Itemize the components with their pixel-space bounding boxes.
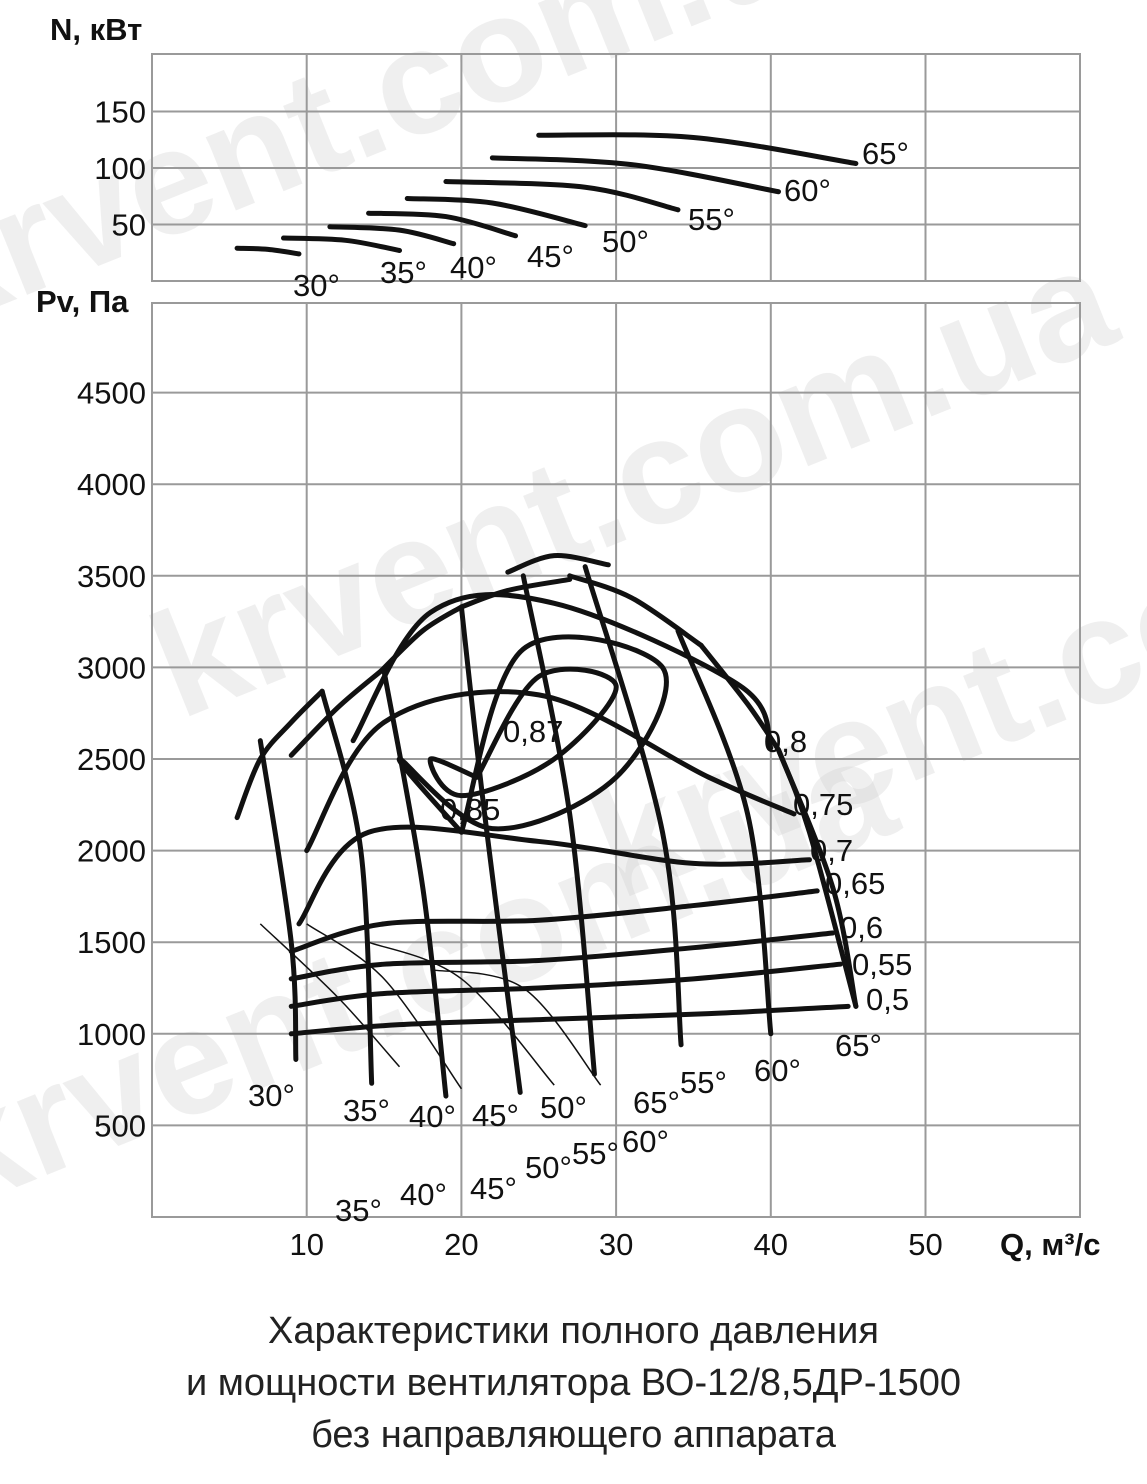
efficiency-contour-0-65	[288, 888, 820, 954]
pressure-operating-line	[520, 573, 597, 1077]
power-grid	[151, 53, 1081, 282]
efficiency-label: 0,87	[503, 714, 563, 749]
pressure-operating-line	[257, 738, 299, 1062]
angle-label: 40°	[409, 1099, 456, 1134]
pressure-angle-curve-35deg	[288, 668, 384, 758]
angle-leader-label: 40°	[400, 1177, 447, 1212]
x-tick-label: 10	[289, 1227, 323, 1262]
x-tick-label: 50	[908, 1227, 942, 1262]
efficiency-label: 0,65	[825, 866, 885, 901]
angle-label: 55°	[680, 1065, 727, 1100]
power-curves	[234, 132, 859, 257]
power-curve-45deg	[366, 210, 519, 239]
leader-line	[306, 923, 463, 1090]
power-curve-label: 50°	[602, 224, 649, 259]
efficiency-label: 0,6	[840, 910, 883, 945]
power-curve-label: 60°	[784, 173, 831, 208]
angle-label: 45°	[472, 1098, 519, 1133]
efficiency-contour-0-8	[350, 592, 774, 751]
pressure-tick-label: 500	[94, 1108, 146, 1143]
pressure-tick-label: 4000	[77, 467, 146, 502]
pressure-operating-line	[458, 604, 523, 1095]
angle-label: 65°	[835, 1028, 882, 1063]
x-axis-title: Q, м³/с	[1000, 1227, 1100, 1262]
power-curve-label: 40°	[450, 250, 497, 285]
efficiency-label: 0,5	[866, 982, 909, 1017]
power-curve-55deg	[443, 179, 681, 213]
efficiency-contour-0-87	[427, 666, 619, 799]
angle-label: 35°	[343, 1093, 390, 1128]
power-curve-35deg	[280, 235, 403, 253]
angle-label: 60°	[754, 1053, 801, 1088]
power-curve-label: 30°	[293, 268, 340, 303]
x-tick-label: 20	[444, 1227, 478, 1262]
power-axis-title: N, кВт	[50, 12, 142, 47]
caption-line-2: и мощности вентилятора ВО-12/8,5ДР-1500	[185, 1362, 962, 1404]
power-curve-label: 65°	[862, 136, 909, 171]
pressure-tick-label: 1000	[77, 1017, 146, 1052]
pressure-operating-line	[582, 564, 684, 1048]
angle-label: 50°	[540, 1090, 587, 1125]
power-curve-label: 45°	[527, 239, 574, 274]
pressure-operating-line	[776, 747, 859, 1009]
power-curve-label: 35°	[380, 255, 427, 290]
power-tick-label: 100	[94, 151, 146, 186]
power-curve-65deg	[536, 132, 859, 166]
caption-line-3: без направляющего аппарата	[311, 1414, 836, 1456]
efficiency-label: 0,75	[793, 787, 853, 822]
leader-line	[368, 941, 555, 1086]
efficiency-contour-0-55	[288, 961, 843, 1009]
power-curve-50deg	[404, 196, 588, 229]
angle-leader-label: 55°	[572, 1136, 619, 1171]
chart-caption: Характеристики полного давления и мощнос…	[0, 1305, 1147, 1461]
power-tick-label: 150	[94, 95, 146, 130]
pressure-tick-label: 4500	[77, 376, 146, 411]
angle-leader-label: 50°	[525, 1150, 572, 1185]
caption-line-1: Характеристики полного давления	[268, 1310, 879, 1352]
pressure-tick-label: 3500	[77, 559, 146, 594]
power-curve-label: 55°	[688, 202, 735, 237]
pressure-tick-label: 1500	[77, 925, 146, 960]
pressure-operating-line	[381, 668, 449, 1099]
angle-label: 65°	[633, 1085, 680, 1120]
angle-label: 30°	[248, 1078, 295, 1113]
efficiency-label: 0,55	[852, 947, 912, 982]
leader-line	[430, 968, 602, 1086]
power-curve-30deg	[234, 245, 302, 257]
efficiency-label: 0,8	[764, 724, 807, 759]
pressure-angle-curve-45deg	[458, 576, 573, 610]
angle-leader-label: 60°	[622, 1124, 669, 1159]
pressure-axis-title: Pv, Па	[36, 284, 129, 319]
leader-line	[259, 923, 401, 1068]
efficiency-label: 0,85	[440, 792, 500, 827]
efficiency-contour-0-7	[296, 824, 812, 927]
pressure-angle-curve-60deg	[698, 642, 782, 753]
efficiency-label: 0,7	[810, 833, 853, 868]
pressure-curves	[234, 553, 859, 1099]
angle-leader-label: 35°	[335, 1193, 382, 1228]
pressure-tick-label: 2500	[77, 742, 146, 777]
efficiency-contour-0-6	[288, 930, 836, 982]
pressure-tick-label: 3000	[77, 650, 146, 685]
pressure-angle-curve-55deg	[567, 573, 704, 648]
angle-leader-label: 45°	[470, 1171, 517, 1206]
chart-labels: N, кВт Pv, Па Q, м³/с 50 100 150 500 1000 1500 20…	[36, 12, 1100, 1262]
efficiency-contour-0-75	[304, 689, 797, 854]
power-curve-60deg	[489, 155, 782, 195]
power-tick-label: 50	[112, 208, 146, 243]
pressure-angle-curve-50deg	[505, 553, 611, 575]
x-tick-label: 40	[754, 1227, 788, 1262]
pressure-angle-curve-30deg	[234, 688, 325, 821]
fan-characteristic-chart: krvent.com.uakrvent.com.uakrvent.com.uak…	[0, 0, 1147, 1262]
x-tick-label: 30	[599, 1227, 633, 1262]
power-curve-40deg	[327, 224, 457, 247]
pressure-tick-label: 2000	[77, 834, 146, 869]
pressure-operating-line	[675, 628, 774, 1037]
